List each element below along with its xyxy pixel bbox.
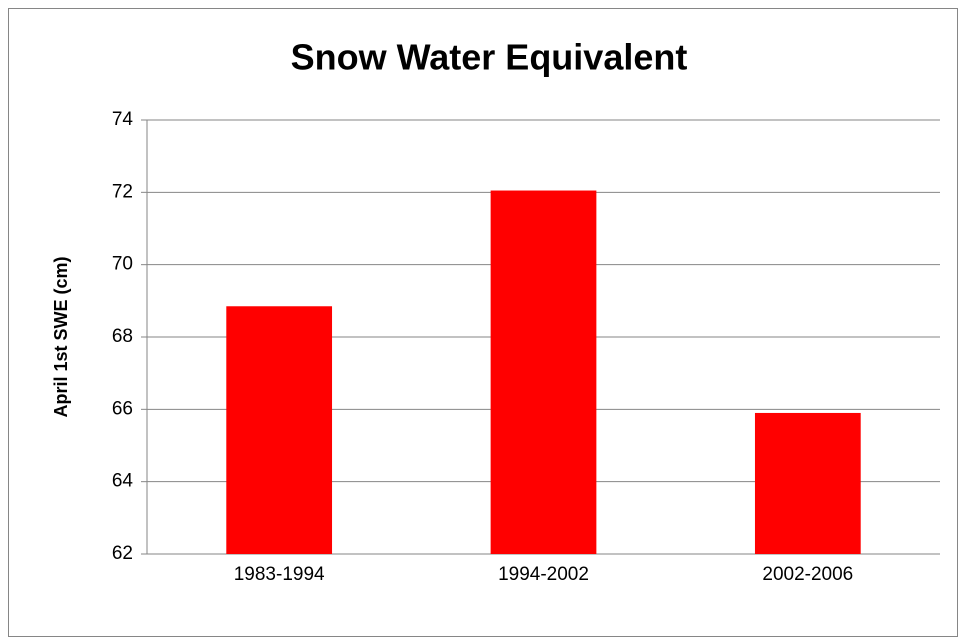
y-tick-label: 72 xyxy=(112,181,133,202)
x-tick-label: 1994-2002 xyxy=(498,564,589,585)
bar xyxy=(490,190,597,554)
x-tick-label: 1983-1994 xyxy=(234,564,325,585)
y-tick-label: 66 xyxy=(112,398,133,419)
x-tick-label: 2002-2006 xyxy=(762,564,853,585)
y-tick-label: 74 xyxy=(112,109,134,130)
y-axis-label: April 1st SWE (cm) xyxy=(51,256,71,417)
chart-title: Snow Water Equivalent xyxy=(291,37,688,78)
y-tick-label: 68 xyxy=(112,326,133,347)
bar xyxy=(754,412,861,554)
y-tick-label: 62 xyxy=(112,543,133,564)
y-tick-label: 64 xyxy=(112,471,134,492)
y-tick-label: 70 xyxy=(112,254,133,275)
bar xyxy=(226,306,333,554)
